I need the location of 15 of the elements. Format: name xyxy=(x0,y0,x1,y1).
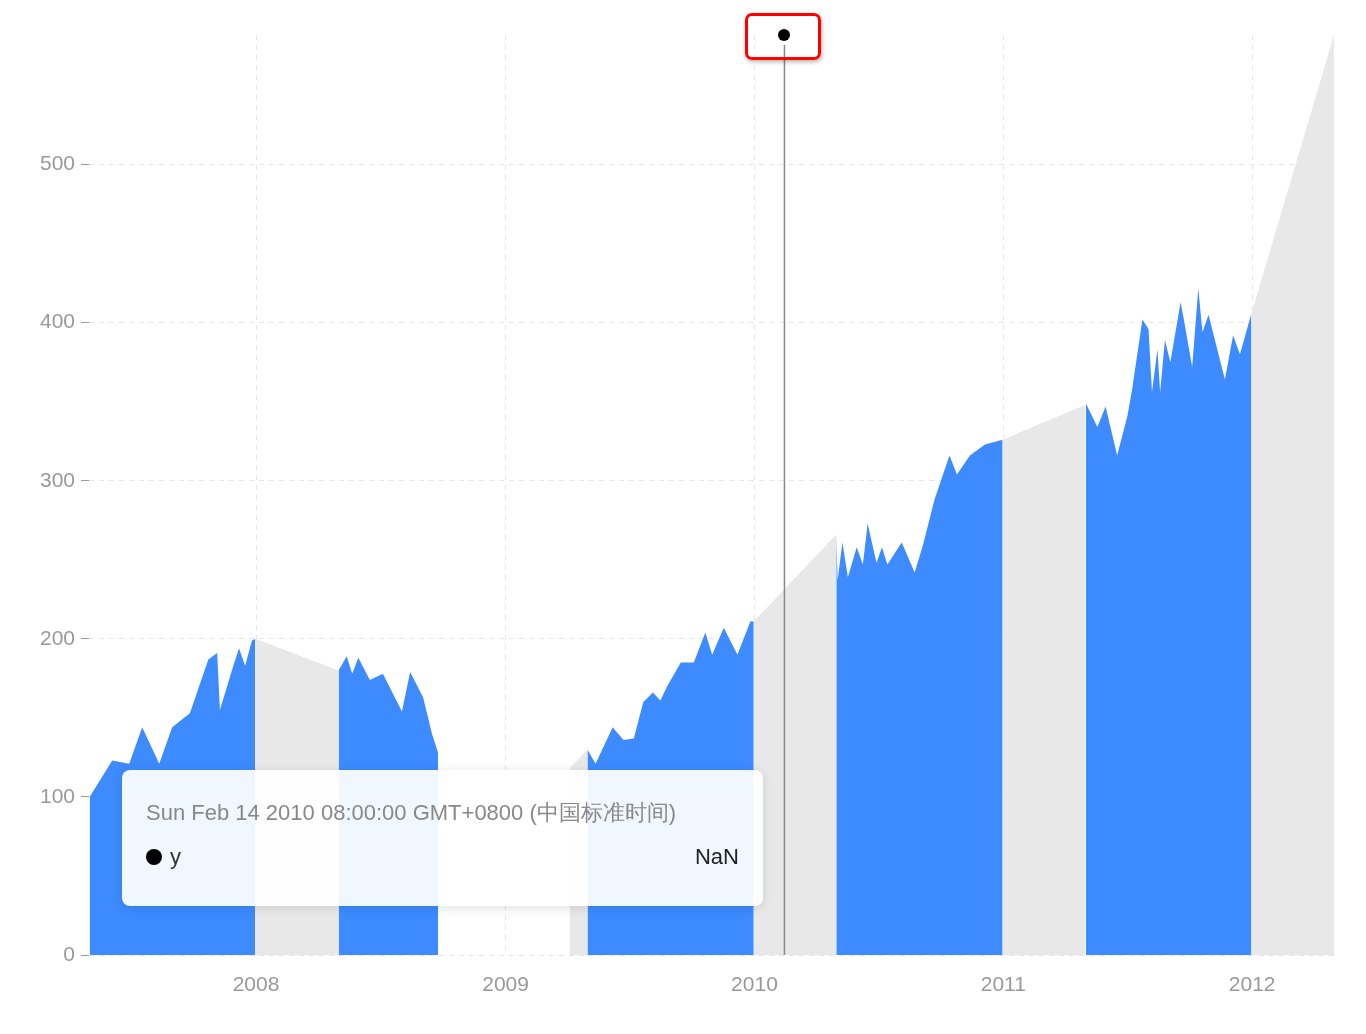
annotation: NaN xyxy=(694,844,739,870)
y-tick-label: 300 xyxy=(39,467,75,491)
annotation: Sun Feb 14 2010 08:00:00 GMT+0800 (中国标准时间) xyxy=(146,799,678,827)
series-label: y xyxy=(170,844,181,870)
x-tick-label: 2011 xyxy=(980,972,1026,996)
x-tick-label: 2009 xyxy=(482,972,529,996)
x-tick-label: 2010 xyxy=(731,972,778,996)
y-tick-label: 100 xyxy=(39,783,75,807)
y-tick-label: 400 xyxy=(39,309,75,333)
x-tick-label: 2008 xyxy=(232,972,280,996)
y-tick-label: 0 xyxy=(63,941,75,965)
y-tick-label: 500 xyxy=(39,151,75,175)
y-tick-label: 200 xyxy=(39,625,75,649)
x-tick-label: 2012 xyxy=(1228,972,1276,996)
tooltip-panel: Sun Feb 14 2010 08:00:00 GMT+0800 (中国标准时间) y NaN xyxy=(122,770,763,906)
